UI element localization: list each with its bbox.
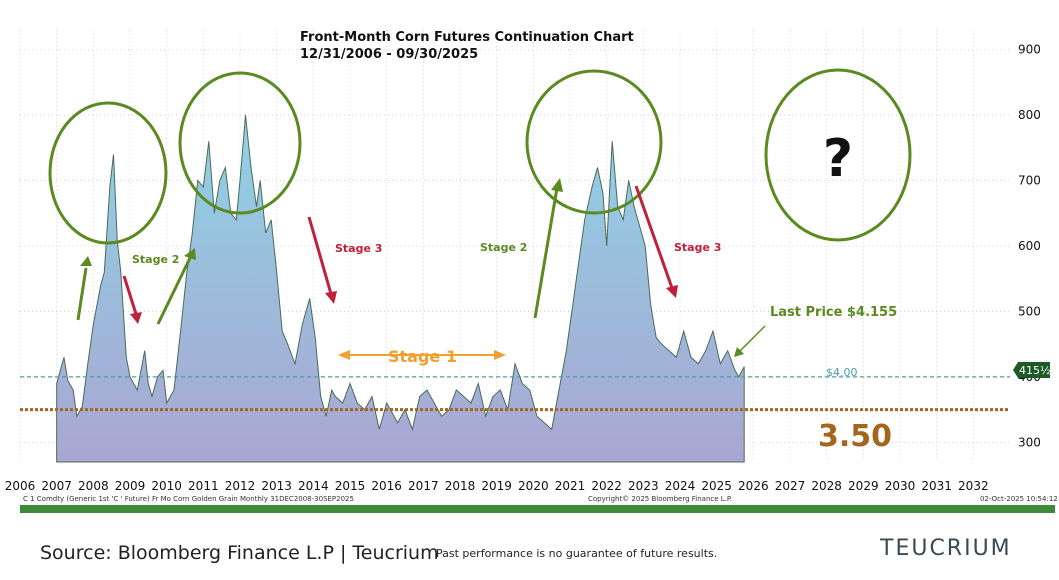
label-stage3-right: Stage 3	[674, 241, 721, 254]
circle-2008-peak	[48, 101, 168, 245]
timestamp: 02-Oct-2025 10:54:12	[980, 495, 1058, 503]
x-tick-2019: 2019	[481, 479, 512, 493]
label-stage1: Stage 1	[388, 347, 457, 366]
x-tick-2008: 2008	[78, 479, 109, 493]
label-stage3-left: Stage 3	[335, 242, 382, 255]
label-last-price: Last Price $4.155	[770, 305, 897, 320]
x-tick-2027: 2027	[775, 479, 806, 493]
y-tick-900: 900	[1018, 43, 1041, 57]
y-axis-ticks: 300400500600700800900	[1018, 43, 1041, 450]
ref-label-350: 3.50	[818, 419, 892, 454]
x-tick-2021: 2021	[555, 479, 586, 493]
arrow-stage1	[338, 350, 506, 360]
teucrium-logo: TEUCRIUM	[880, 536, 1012, 561]
ref-label-4: $4.00	[826, 366, 858, 379]
x-tick-2011: 2011	[188, 479, 219, 493]
x-tick-2032: 2032	[958, 479, 989, 493]
question-mark: ?	[823, 129, 853, 189]
x-tick-2029: 2029	[848, 479, 879, 493]
arrow-stage3-left-1	[122, 275, 142, 324]
chart-title: Front-Month Corn Futures Continuation Ch…	[300, 30, 634, 45]
x-tick-2017: 2017	[408, 479, 439, 493]
x-tick-2026: 2026	[738, 479, 769, 493]
reference-lines	[20, 376, 1010, 412]
corn-futures-chart: 2006 2007 2008 2009 2010 2011 2012 2013 2014 2015…	[5, 30, 1058, 513]
x-tick-2022: 2022	[591, 479, 622, 493]
x-tick-2013: 2013	[261, 479, 292, 493]
y-tick-700: 700	[1018, 174, 1041, 188]
copyright: Copyright© 2025 Bloomberg Finance L.P.	[588, 495, 732, 503]
ticker-line: C 1 Comdty (Generic 1st 'C ' Future) Fr …	[23, 495, 354, 503]
chart-subtitle: 12/31/2006 - 09/30/2025	[300, 47, 478, 62]
last-value-badge: 415½	[1013, 362, 1051, 378]
x-tick-2006: 2006	[5, 479, 36, 493]
label-stage2-left: Stage 2	[132, 253, 179, 266]
x-tick-2031: 2031	[921, 479, 952, 493]
arrow-stage2-right	[533, 178, 563, 319]
arrow-stage2-left-2	[156, 248, 196, 325]
footer-disclaimer: Past performance is no guarantee of futu…	[436, 547, 718, 560]
x-tick-2018: 2018	[445, 479, 476, 493]
arrow-last-price	[734, 325, 766, 357]
x-tick-2012: 2012	[225, 479, 256, 493]
svg-text:415½: 415½	[1019, 364, 1051, 377]
x-tick-2009: 2009	[115, 479, 146, 493]
footer-source: Source: Bloomberg Finance L.P | Teucrium	[40, 542, 439, 564]
x-tick-2016: 2016	[371, 479, 402, 493]
circle-2022-peak	[525, 69, 663, 215]
x-tick-2007: 2007	[41, 479, 72, 493]
y-tick-300: 300	[1018, 435, 1041, 449]
bottom-green-bar	[20, 505, 1055, 513]
x-tick-2020: 2020	[518, 479, 549, 493]
x-tick-2014: 2014	[298, 479, 329, 493]
y-tick-600: 600	[1018, 239, 1041, 253]
arrow-stage3-right	[634, 185, 678, 298]
x-tick-2015: 2015	[335, 479, 366, 493]
x-tick-2025: 2025	[701, 479, 732, 493]
x-axis-ticks: 2006 2007 2008 2009 2010 2011 2012 2013 2014 2015…	[5, 479, 989, 493]
circle-future	[764, 68, 912, 242]
arrow-stage2-left-1	[76, 256, 92, 321]
label-stage2-right: Stage 2	[480, 241, 527, 254]
x-tick-2023: 2023	[628, 479, 659, 493]
x-tick-2028: 2028	[811, 479, 842, 493]
y-tick-800: 800	[1018, 108, 1041, 122]
x-tick-2030: 2030	[885, 479, 916, 493]
x-tick-2010: 2010	[151, 479, 182, 493]
circle-2011-peak	[178, 71, 302, 215]
x-tick-2024: 2024	[665, 479, 696, 493]
price-area	[56, 115, 745, 463]
y-tick-500: 500	[1018, 304, 1041, 318]
arrow-stage3-left-2	[307, 216, 337, 304]
